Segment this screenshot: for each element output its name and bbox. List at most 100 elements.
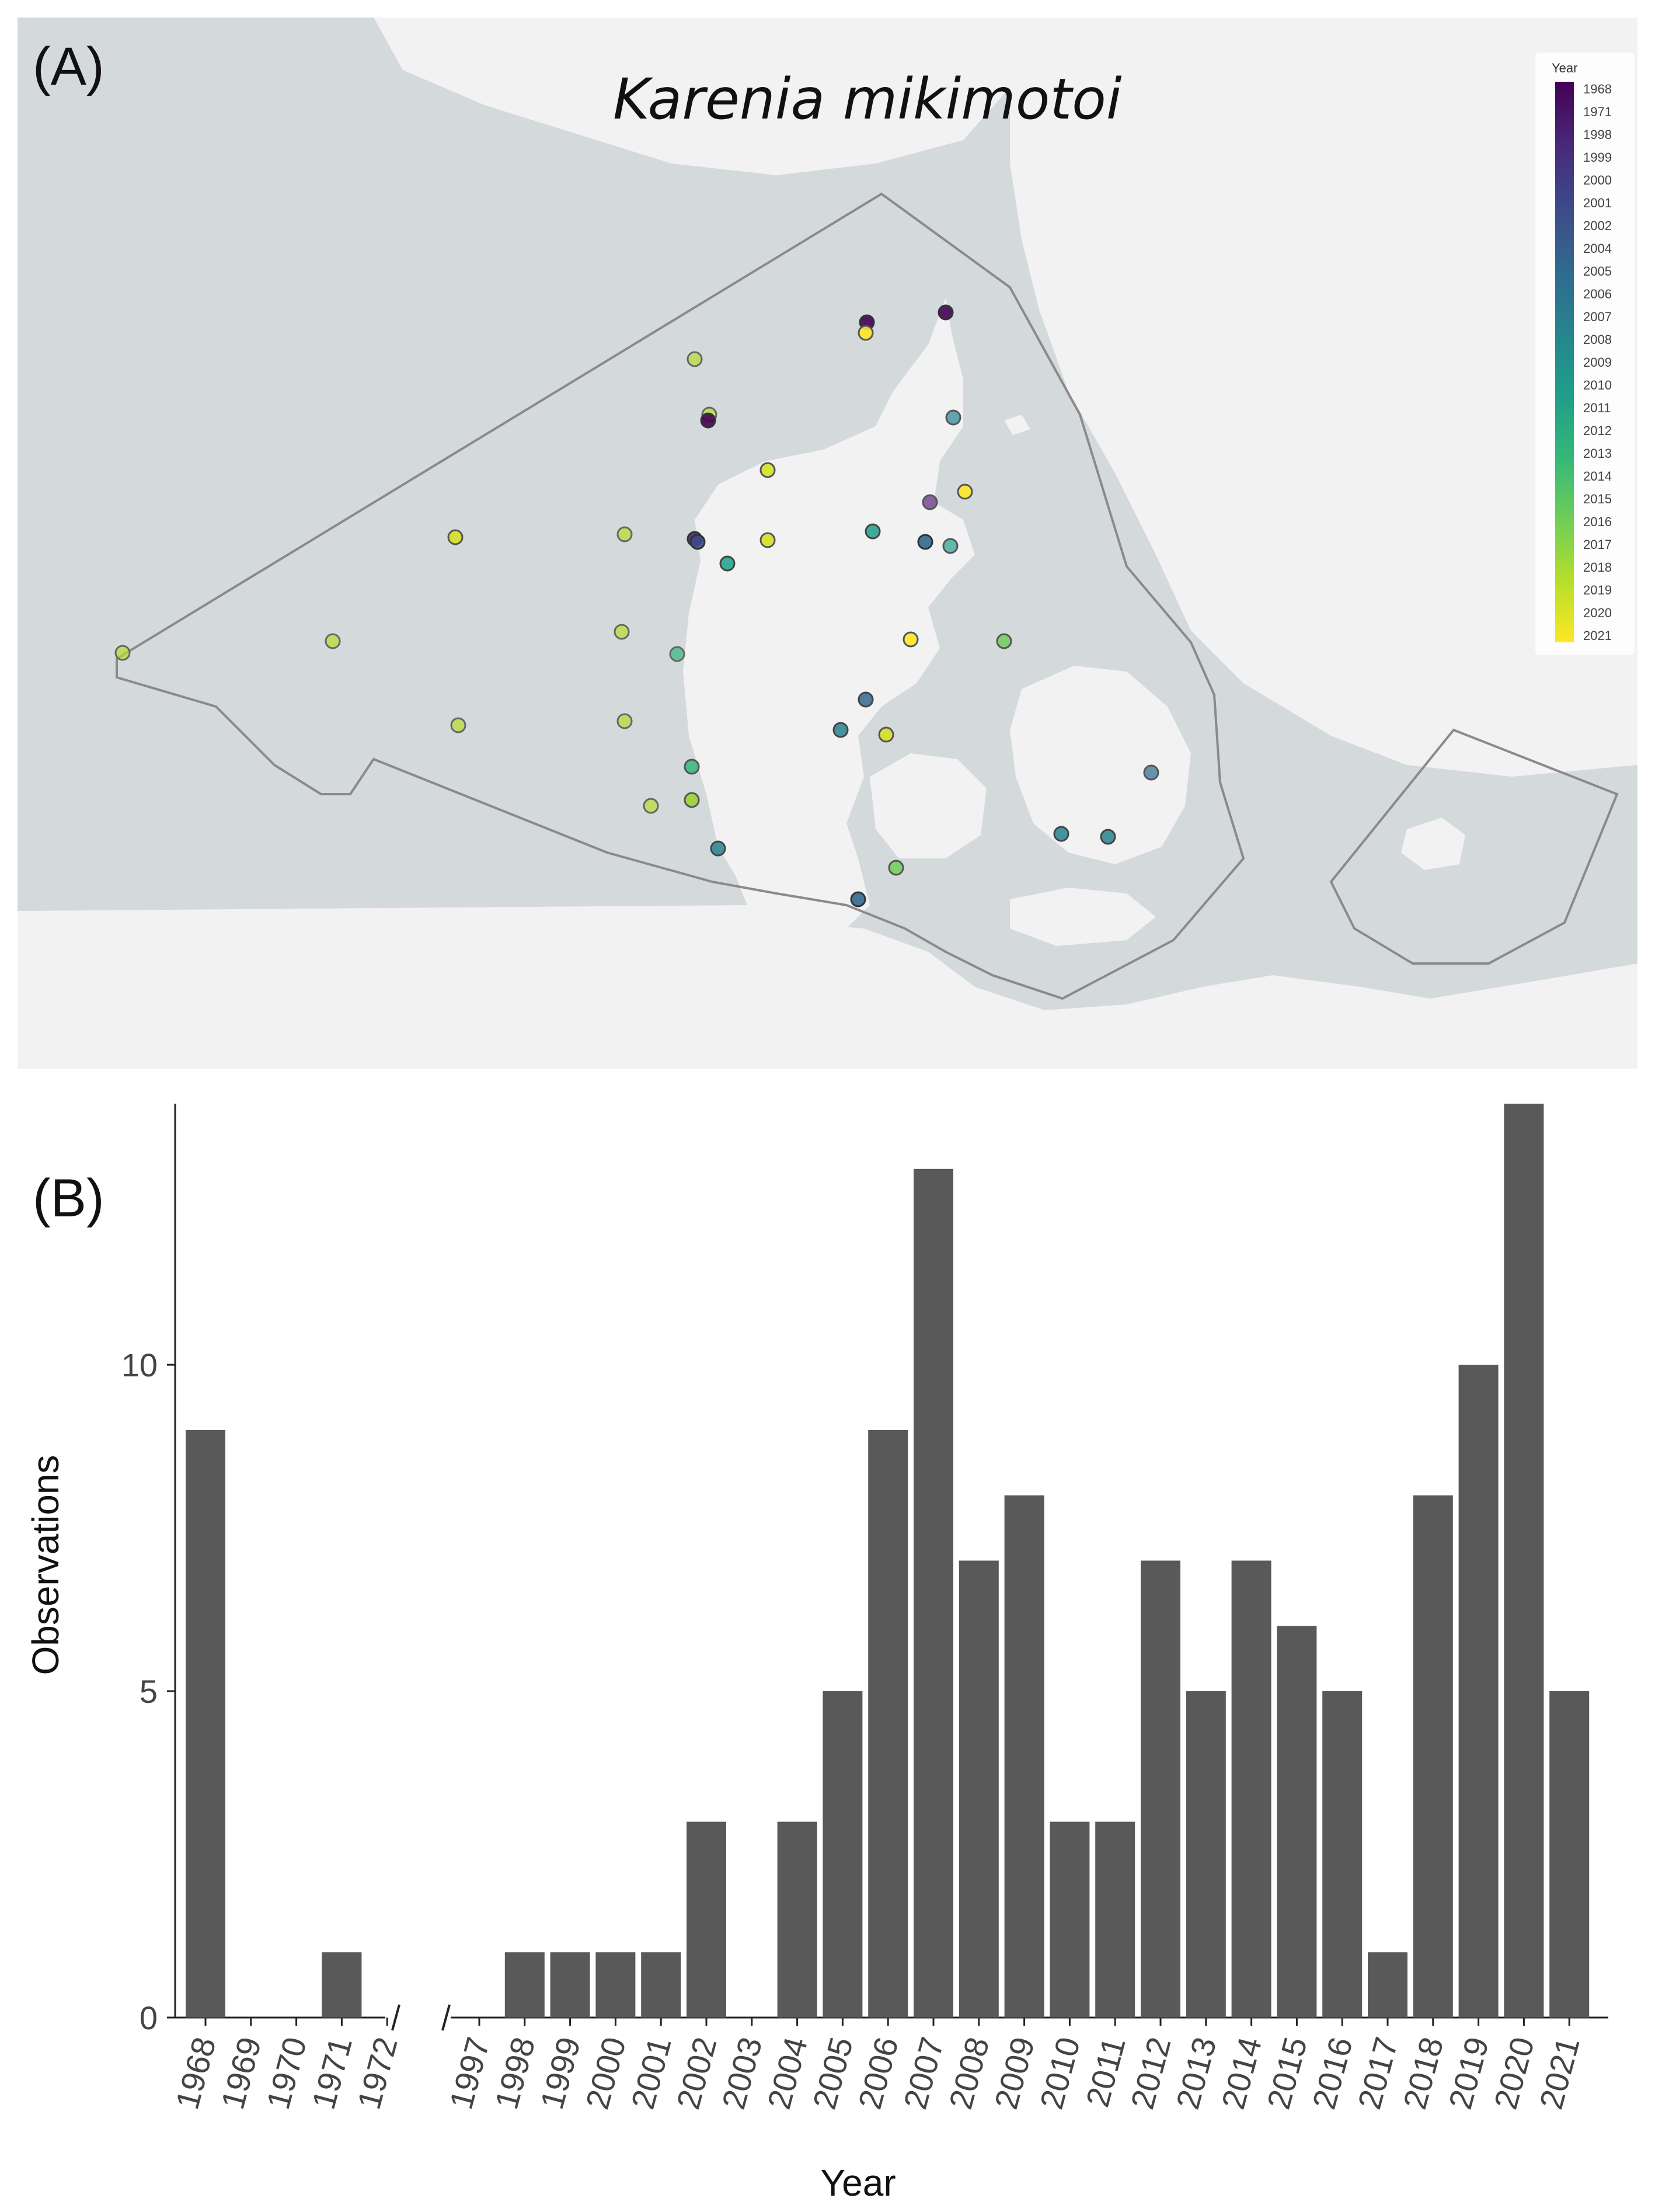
legend-title: Year <box>1552 61 1578 75</box>
bar <box>959 1560 999 2018</box>
bar <box>1095 1821 1135 2018</box>
axis-break-mark <box>391 2004 400 2031</box>
bar <box>1322 1691 1363 2018</box>
obs-point <box>669 646 685 662</box>
obs-point <box>957 484 973 500</box>
obs-point <box>858 691 874 708</box>
legend-tick-label: 1968 <box>1583 82 1612 96</box>
year-legend: Year 1968 1971 1998 1999 2000 2001 2002 2004 200… <box>1535 53 1635 655</box>
obs-point <box>1100 829 1116 845</box>
legend-tick-label: 2020 <box>1583 606 1612 620</box>
legend-tick-label: 2007 <box>1583 309 1612 324</box>
map-canvas <box>18 18 1637 1069</box>
bar <box>823 1691 863 2018</box>
y-tick-label: 10 <box>121 1347 158 1383</box>
legend-tick-label: 2001 <box>1583 196 1612 210</box>
land-norway <box>374 18 1022 175</box>
legend-tick-label: 2002 <box>1583 218 1612 233</box>
map-title: Karenia mikimotoi <box>613 67 1122 132</box>
bar <box>1549 1691 1590 2018</box>
bar <box>1186 1691 1226 2018</box>
legend-tick-label: 2005 <box>1583 264 1612 279</box>
obs-point <box>450 717 466 733</box>
obs-point <box>643 798 659 814</box>
legend-tick-label: 2010 <box>1583 378 1612 392</box>
obs-point <box>325 633 341 649</box>
panel-label-b: (B) <box>33 1168 104 1228</box>
y-tick-label: 0 <box>140 1999 158 2036</box>
obs-point <box>759 462 776 478</box>
y-tick-label: 5 <box>140 1673 158 1710</box>
obs-point <box>850 891 866 907</box>
obs-point <box>719 555 736 572</box>
legend-tick-label: 2008 <box>1583 332 1612 347</box>
legend-tick-label: 2006 <box>1583 287 1612 301</box>
legend-tick-label: 2015 <box>1583 492 1612 506</box>
obs-point <box>700 412 716 429</box>
bar <box>1368 1952 1407 2018</box>
obs-point <box>865 523 881 540</box>
legend-tick-label: 2019 <box>1583 583 1612 597</box>
obs-point <box>616 526 633 542</box>
obs-point <box>878 726 894 743</box>
bar <box>687 1821 726 2018</box>
bar <box>1141 1560 1180 2018</box>
legend-tick-label: 2009 <box>1583 355 1612 370</box>
legend-tick-label: 2021 <box>1583 628 1612 643</box>
obs-point <box>1053 826 1069 842</box>
bar <box>322 1952 362 2018</box>
obs-point <box>614 624 630 640</box>
legend-tick-label: 2016 <box>1583 514 1612 529</box>
land-funen <box>870 753 987 858</box>
obs-point <box>1143 764 1159 781</box>
obs-point <box>903 631 919 648</box>
legend-tick-label: 2000 <box>1583 173 1612 187</box>
land-anholt <box>1004 415 1030 435</box>
bar <box>1050 1821 1090 2018</box>
legend-tick-label: 2013 <box>1583 446 1612 461</box>
land-bornholm <box>1401 818 1465 870</box>
land-jutland <box>683 298 975 928</box>
legend-tick-label: 2017 <box>1583 537 1612 552</box>
obs-point <box>942 538 959 554</box>
legend-tick-label: 1998 <box>1583 127 1612 142</box>
obs-point <box>759 532 776 548</box>
bar <box>1458 1365 1499 2018</box>
legend-tick-label: 2012 <box>1583 423 1612 438</box>
axis-break-mark <box>441 2004 451 2031</box>
obs-point <box>710 840 726 857</box>
map-panel: Karenia mikimotoi Year 1968 1971 1998 1999 2… <box>18 18 1637 1069</box>
bar <box>1504 1104 1544 2018</box>
monitoring-boundary-bornholm <box>1329 728 1619 965</box>
bar <box>641 1952 681 2018</box>
legend-tick-label: 2018 <box>1583 560 1612 575</box>
x-axis-title: Year <box>820 2162 896 2204</box>
bar <box>595 1952 636 2018</box>
bar <box>868 1430 908 2018</box>
y-axis-title: Observations <box>25 1455 67 1675</box>
legend-tick-label: 1971 <box>1583 105 1612 119</box>
obs-point <box>945 409 961 426</box>
obs-point <box>888 860 904 876</box>
bar <box>550 1952 590 2018</box>
obs-point <box>447 529 464 545</box>
obs-point <box>917 534 933 550</box>
bar <box>1004 1495 1044 2018</box>
obs-point <box>687 351 703 367</box>
obs-point <box>616 713 633 729</box>
legend-tick-label: 2004 <box>1583 241 1612 256</box>
bar <box>186 1430 225 2018</box>
obs-point <box>689 534 706 550</box>
legend-tick-label: 2014 <box>1583 469 1612 484</box>
legend-tick-label: 1999 <box>1583 150 1612 165</box>
land-sweden <box>1010 18 1637 777</box>
panel-label-a: (A) <box>33 37 104 96</box>
bar <box>1231 1560 1271 2018</box>
land-germany <box>18 905 1637 1069</box>
obs-point <box>684 792 700 808</box>
obs-point <box>996 633 1012 649</box>
obs-point <box>684 759 700 775</box>
obs-point <box>858 325 874 341</box>
land-zealand <box>1010 666 1191 864</box>
